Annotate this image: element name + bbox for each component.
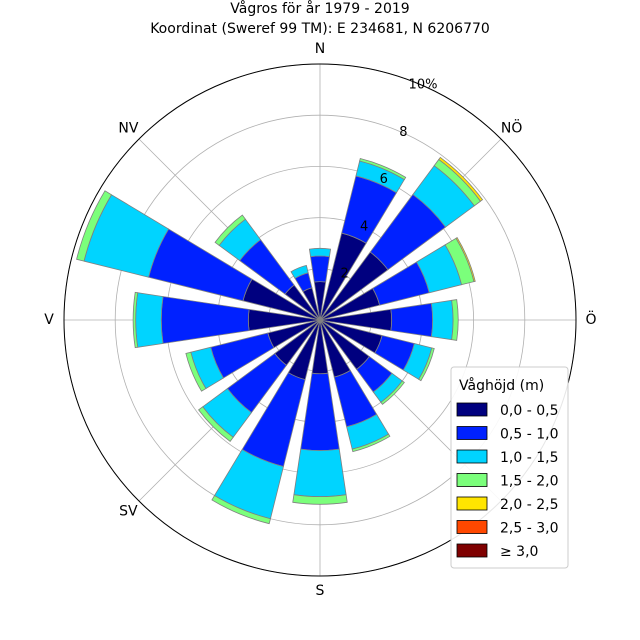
radial-tick-label-3: 8 (399, 125, 407, 140)
legend-box (450, 366, 569, 569)
bar-8-bin-2 (293, 448, 347, 497)
bar-6-bin-3 (380, 380, 405, 405)
legend-title: Våghöjd (m) (459, 377, 544, 394)
bar-4-bin-0 (319, 308, 393, 332)
bar-15-bin-2 (290, 264, 309, 279)
bar-14-bin-3 (214, 214, 246, 246)
legend-label-5: 2,5 - 3,0 (500, 521, 558, 537)
legend-swatch-3 (456, 473, 488, 487)
legend-swatch-0 (456, 402, 488, 417)
bar-0-bin-2 (308, 247, 332, 258)
legend-swatch-6 (456, 543, 488, 558)
chart-title-line1: Vågros för år 1979 - 2019 (230, 0, 409, 17)
bar-1-bin-3 (359, 158, 407, 181)
bar-3-bin-4 (455, 237, 476, 283)
radial-tick-label-1: 4 (360, 219, 368, 234)
legend-swatch-2 (456, 449, 488, 464)
direction-label-s: S (316, 583, 325, 599)
bar-12-bin-0 (247, 308, 321, 332)
legend-label-6: ≥ 3,0 (500, 544, 538, 560)
radial-tick-labels: 2 4 6 8 10% (340, 78, 437, 282)
bar-11-bin-3 (185, 351, 207, 392)
bar-7-bin-3 (351, 433, 391, 453)
bar-12-bin-3 (132, 291, 139, 349)
legend-swatch-4 (456, 496, 488, 511)
legend: Våghöjd (m) 0,0 - 0,5 0,5 - 1,0 1,0 - 1,5 1… (450, 366, 569, 569)
bar-8-bin-1 (300, 372, 340, 451)
radial-tick-label-4: 10% (409, 78, 438, 93)
chart-title-line2: Koordinat (Sweref 99 TM): E 234681, N 62… (150, 21, 490, 37)
rose-bars (76, 156, 484, 525)
legend-label-4: 2,0 - 2,5 (500, 497, 558, 513)
direction-label-o: Ö (585, 310, 596, 328)
bar-9-bin-3 (211, 495, 271, 525)
legend-label-3: 1,5 - 2,0 (500, 474, 558, 490)
direction-label-n: N (315, 41, 325, 57)
legend-label-0: 0,0 - 0,5 (500, 403, 558, 419)
polar-frame (63, 63, 577, 577)
legend-label-2: 1,0 - 1,5 (500, 450, 558, 466)
bar-4-bin-2 (430, 299, 454, 341)
direction-labels: N NÖ Ö S SV V NV (44, 41, 596, 599)
radial-tick-label-0: 2 (340, 267, 348, 282)
legend-swatch-1 (456, 426, 488, 440)
bar-4-bin-3 (451, 299, 459, 341)
bar-12-bin-1 (160, 296, 250, 344)
legend-swatch-5 (456, 520, 488, 534)
bar-4-bin-1 (390, 302, 434, 338)
radial-tick-label-2: 6 (380, 172, 388, 187)
bar-10-bin-3 (198, 406, 234, 442)
legend-entries: 0,0 - 0,5 0,5 - 1,0 1,0 - 1,5 1,5 - 2,0 2,0 … (456, 402, 558, 560)
bar-8-bin-3 (292, 494, 348, 505)
direction-label-no: NÖ (501, 118, 523, 136)
direction-label-v: V (44, 312, 54, 328)
direction-label-sv: SV (119, 504, 138, 520)
bar-12-bin-2 (135, 292, 164, 348)
bar-13-bin-3 (76, 190, 113, 262)
bar-5-bin-3 (418, 347, 435, 382)
bar-0-bin-1 (310, 255, 330, 283)
direction-label-nv: NV (118, 120, 138, 136)
bar-2-bin-4 (438, 156, 484, 202)
legend-label-1: 0,5 - 1,0 (500, 427, 558, 443)
